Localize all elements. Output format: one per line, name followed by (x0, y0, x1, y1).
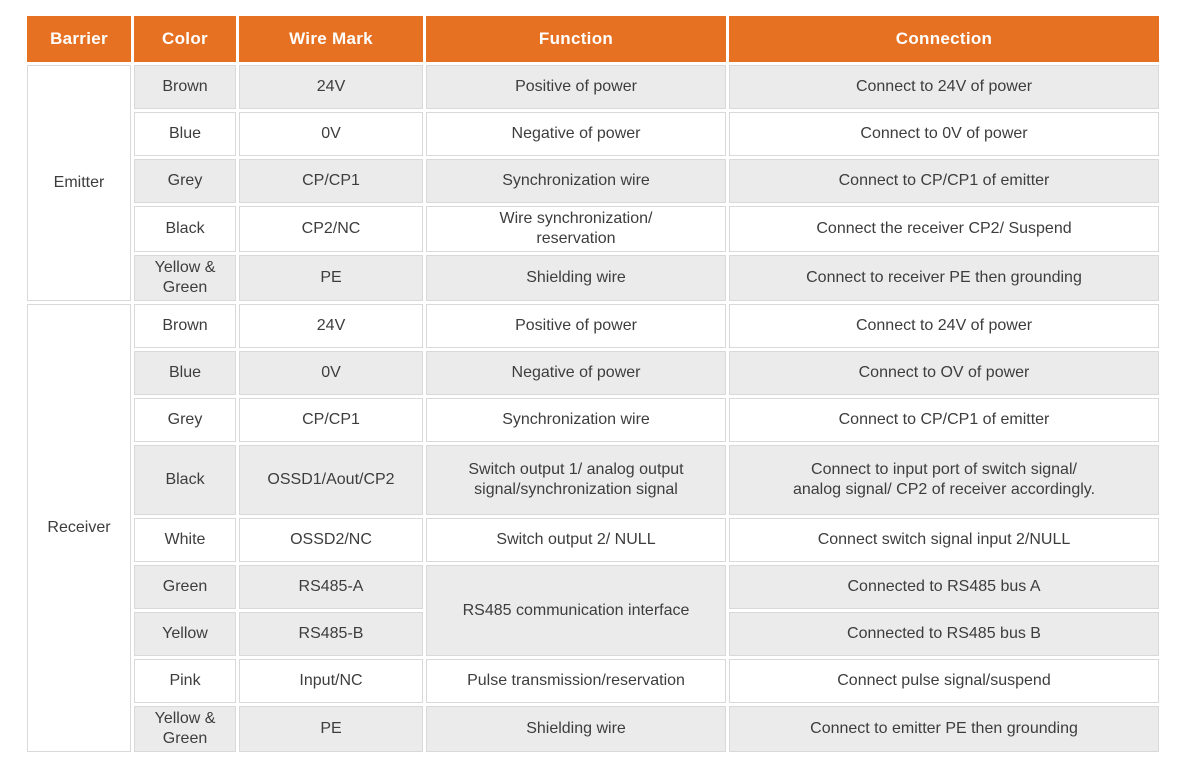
table-row: Receiver Brown 24V Positive of power Con… (27, 304, 1159, 752)
connection-cell: Connect switch signal input 2/NULL (729, 518, 1159, 562)
color-cell: Black (134, 445, 236, 515)
connection-cell: Connect to emitter PE then grounding (729, 706, 1159, 752)
color-cell: Black (134, 206, 236, 252)
connection-cell: Connect the receiver CP2/ Suspend (729, 206, 1159, 252)
table-row: Green RS485-A RS485 communication interf… (27, 565, 1159, 656)
connection-cell: Connect to 24V of power (729, 304, 1159, 348)
color-cell: Yellow & Green (134, 255, 236, 301)
connection-cell: Connected to RS485 bus A (729, 565, 1159, 609)
wire-mark-cell: 0V (239, 112, 423, 156)
wire-mark-cell: OSSD1/Aout/CP2 (239, 445, 423, 515)
wire-mark-cell: 0V (239, 351, 423, 395)
wire-mark-cell: CP/CP1 (239, 398, 423, 442)
col-header-connection: Connection (729, 16, 1159, 62)
table-row: Blue 0V Negative of power Connect to 0V … (27, 112, 1159, 156)
table-row: Emitter Brown 24V Positive of power Conn… (27, 65, 1159, 301)
table-row: Black CP2/NC Wire synchronization/ reser… (27, 206, 1159, 252)
function-cell: Pulse transmission/reservation (426, 659, 726, 703)
col-header-barrier: Barrier (27, 16, 131, 62)
color-cell: Blue (134, 112, 236, 156)
color-cell: Yellow (134, 612, 236, 656)
table-row: Yellow & Green PE Shielding wire Connect… (27, 255, 1159, 301)
function-cell-rs485-merged: RS485 communication interface (426, 565, 726, 656)
function-cell: Synchronization wire (426, 398, 726, 442)
function-cell: Shielding wire (426, 255, 726, 301)
color-cell: Brown (134, 304, 236, 348)
table-row: Pink Input/NC Pulse transmission/reserva… (27, 659, 1159, 703)
col-header-color: Color (134, 16, 236, 62)
function-cell: Synchronization wire (426, 159, 726, 203)
header-row: Barrier Color Wire Mark Function Connect… (27, 16, 1159, 62)
function-cell: Switch output 1/ analog output signal/sy… (426, 445, 726, 515)
wiring-table: Barrier Color Wire Mark Function Connect… (24, 13, 1162, 755)
color-cell: Yellow & Green (134, 706, 236, 752)
color-cell: Grey (134, 398, 236, 442)
function-cell: Wire synchronization/ reservation (426, 206, 726, 252)
function-cell: Negative of power (426, 112, 726, 156)
function-cell: Switch output 2/ NULL (426, 518, 726, 562)
table-row: White OSSD2/NC Switch output 2/ NULL Con… (27, 518, 1159, 562)
table-row: Grey CP/CP1 Synchronization wire Connect… (27, 159, 1159, 203)
connection-cell: Connect to OV of power (729, 351, 1159, 395)
wire-mark-cell: CP2/NC (239, 206, 423, 252)
connection-cell: Connect pulse signal/suspend (729, 659, 1159, 703)
wire-mark-cell: PE (239, 255, 423, 301)
function-cell: Positive of power (426, 304, 726, 348)
wire-mark-cell: PE (239, 706, 423, 752)
table-row: Black OSSD1/Aout/CP2 Switch output 1/ an… (27, 445, 1159, 515)
connection-cell: Connected to RS485 bus B (729, 612, 1159, 656)
col-header-wire-mark: Wire Mark (239, 16, 423, 62)
color-cell: White (134, 518, 236, 562)
function-cell: Positive of power (426, 65, 726, 109)
connection-cell: Connect to 0V of power (729, 112, 1159, 156)
wire-mark-cell: RS485-B (239, 612, 423, 656)
table-row: Yellow & Green PE Shielding wire Connect… (27, 706, 1159, 752)
color-cell: Pink (134, 659, 236, 703)
wire-mark-cell: OSSD2/NC (239, 518, 423, 562)
wire-mark-cell: Input/NC (239, 659, 423, 703)
color-cell: Blue (134, 351, 236, 395)
table-row: Yellow RS485-B Connected to RS485 bus B (27, 612, 1159, 656)
connection-cell: Connect to receiver PE then grounding (729, 255, 1159, 301)
connection-cell: Connect to 24V of power (729, 65, 1159, 109)
col-header-function: Function (426, 16, 726, 62)
connection-cell: Connect to CP/CP1 of emitter (729, 398, 1159, 442)
barrier-cell-receiver: Receiver (27, 304, 131, 752)
wire-mark-cell: 24V (239, 65, 423, 109)
table-row: Grey CP/CP1 Synchronization wire Connect… (27, 398, 1159, 442)
connection-cell: Connect to CP/CP1 of emitter (729, 159, 1159, 203)
wire-mark-cell: 24V (239, 304, 423, 348)
color-cell: Brown (134, 65, 236, 109)
wire-mark-cell: RS485-A (239, 565, 423, 609)
function-cell: Shielding wire (426, 706, 726, 752)
color-cell: Grey (134, 159, 236, 203)
wire-mark-cell: CP/CP1 (239, 159, 423, 203)
table-row: Blue 0V Negative of power Connect to OV … (27, 351, 1159, 395)
connection-cell: Connect to input port of switch signal/ … (729, 445, 1159, 515)
color-cell: Green (134, 565, 236, 609)
barrier-cell-emitter: Emitter (27, 65, 131, 301)
function-cell: Negative of power (426, 351, 726, 395)
